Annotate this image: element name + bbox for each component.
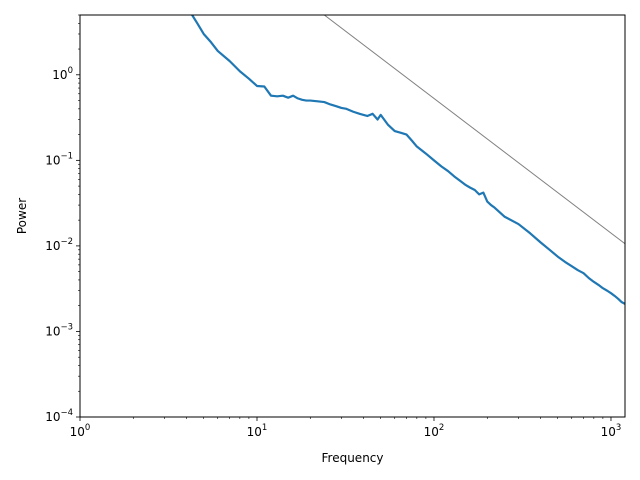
x-axis-label: Frequency [322,451,384,465]
plot-frame [79,14,626,418]
y-tick-label: 10−3 [45,322,73,338]
y-tick-label: 10−4 [45,408,73,424]
x-tick-label: 100 [70,423,91,439]
x-tick-label: 102 [424,423,445,439]
power-spectrum-line [191,15,625,305]
y-tick-label: 10−1 [45,151,73,167]
y-tick-label: 100 [52,66,73,82]
reference-slope-line [323,15,625,245]
y-tick-label: 10−2 [45,237,73,253]
axis-ticks: 100 101 102 103 10−4 10−3 10−2 10−1 100 [45,14,622,439]
x-tick-label: 101 [247,423,268,439]
series-layer [191,15,625,305]
x-tick-label: 103 [601,423,622,439]
y-axis-label: Power [15,198,29,234]
